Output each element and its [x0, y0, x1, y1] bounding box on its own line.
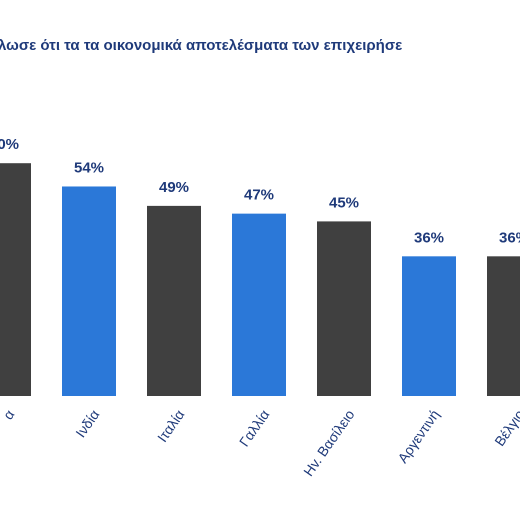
- bar: [147, 205, 201, 396]
- value-label: 60%: [0, 136, 19, 153]
- value-label: 47%: [244, 187, 274, 204]
- bar: [317, 221, 371, 396]
- value-label: 36%: [499, 229, 520, 246]
- x-tick-label: Ιταλία: [154, 407, 187, 445]
- value-label: 49%: [159, 179, 189, 196]
- x-tick-label: Ινδία: [72, 407, 102, 441]
- value-label: 45%: [329, 194, 359, 211]
- x-tick-label: Ηv. Βασίλειο: [300, 406, 357, 479]
- x-tick-label: Βέλγιο: [491, 406, 520, 449]
- value-label: 36%: [414, 229, 444, 246]
- bar: [232, 213, 286, 396]
- x-tick-label: Γαλλία: [236, 407, 273, 450]
- bar: [62, 186, 116, 396]
- chart-title: λωσε ότι τα τα οικονομικά αποτελέσματα τ…: [0, 37, 402, 54]
- value-label: 54%: [74, 159, 104, 176]
- bar: [402, 256, 456, 396]
- bar: [487, 256, 520, 396]
- x-tick-label: Αργεντινή: [394, 407, 442, 466]
- x-tick-label: α: [0, 407, 17, 423]
- bar: [0, 163, 31, 396]
